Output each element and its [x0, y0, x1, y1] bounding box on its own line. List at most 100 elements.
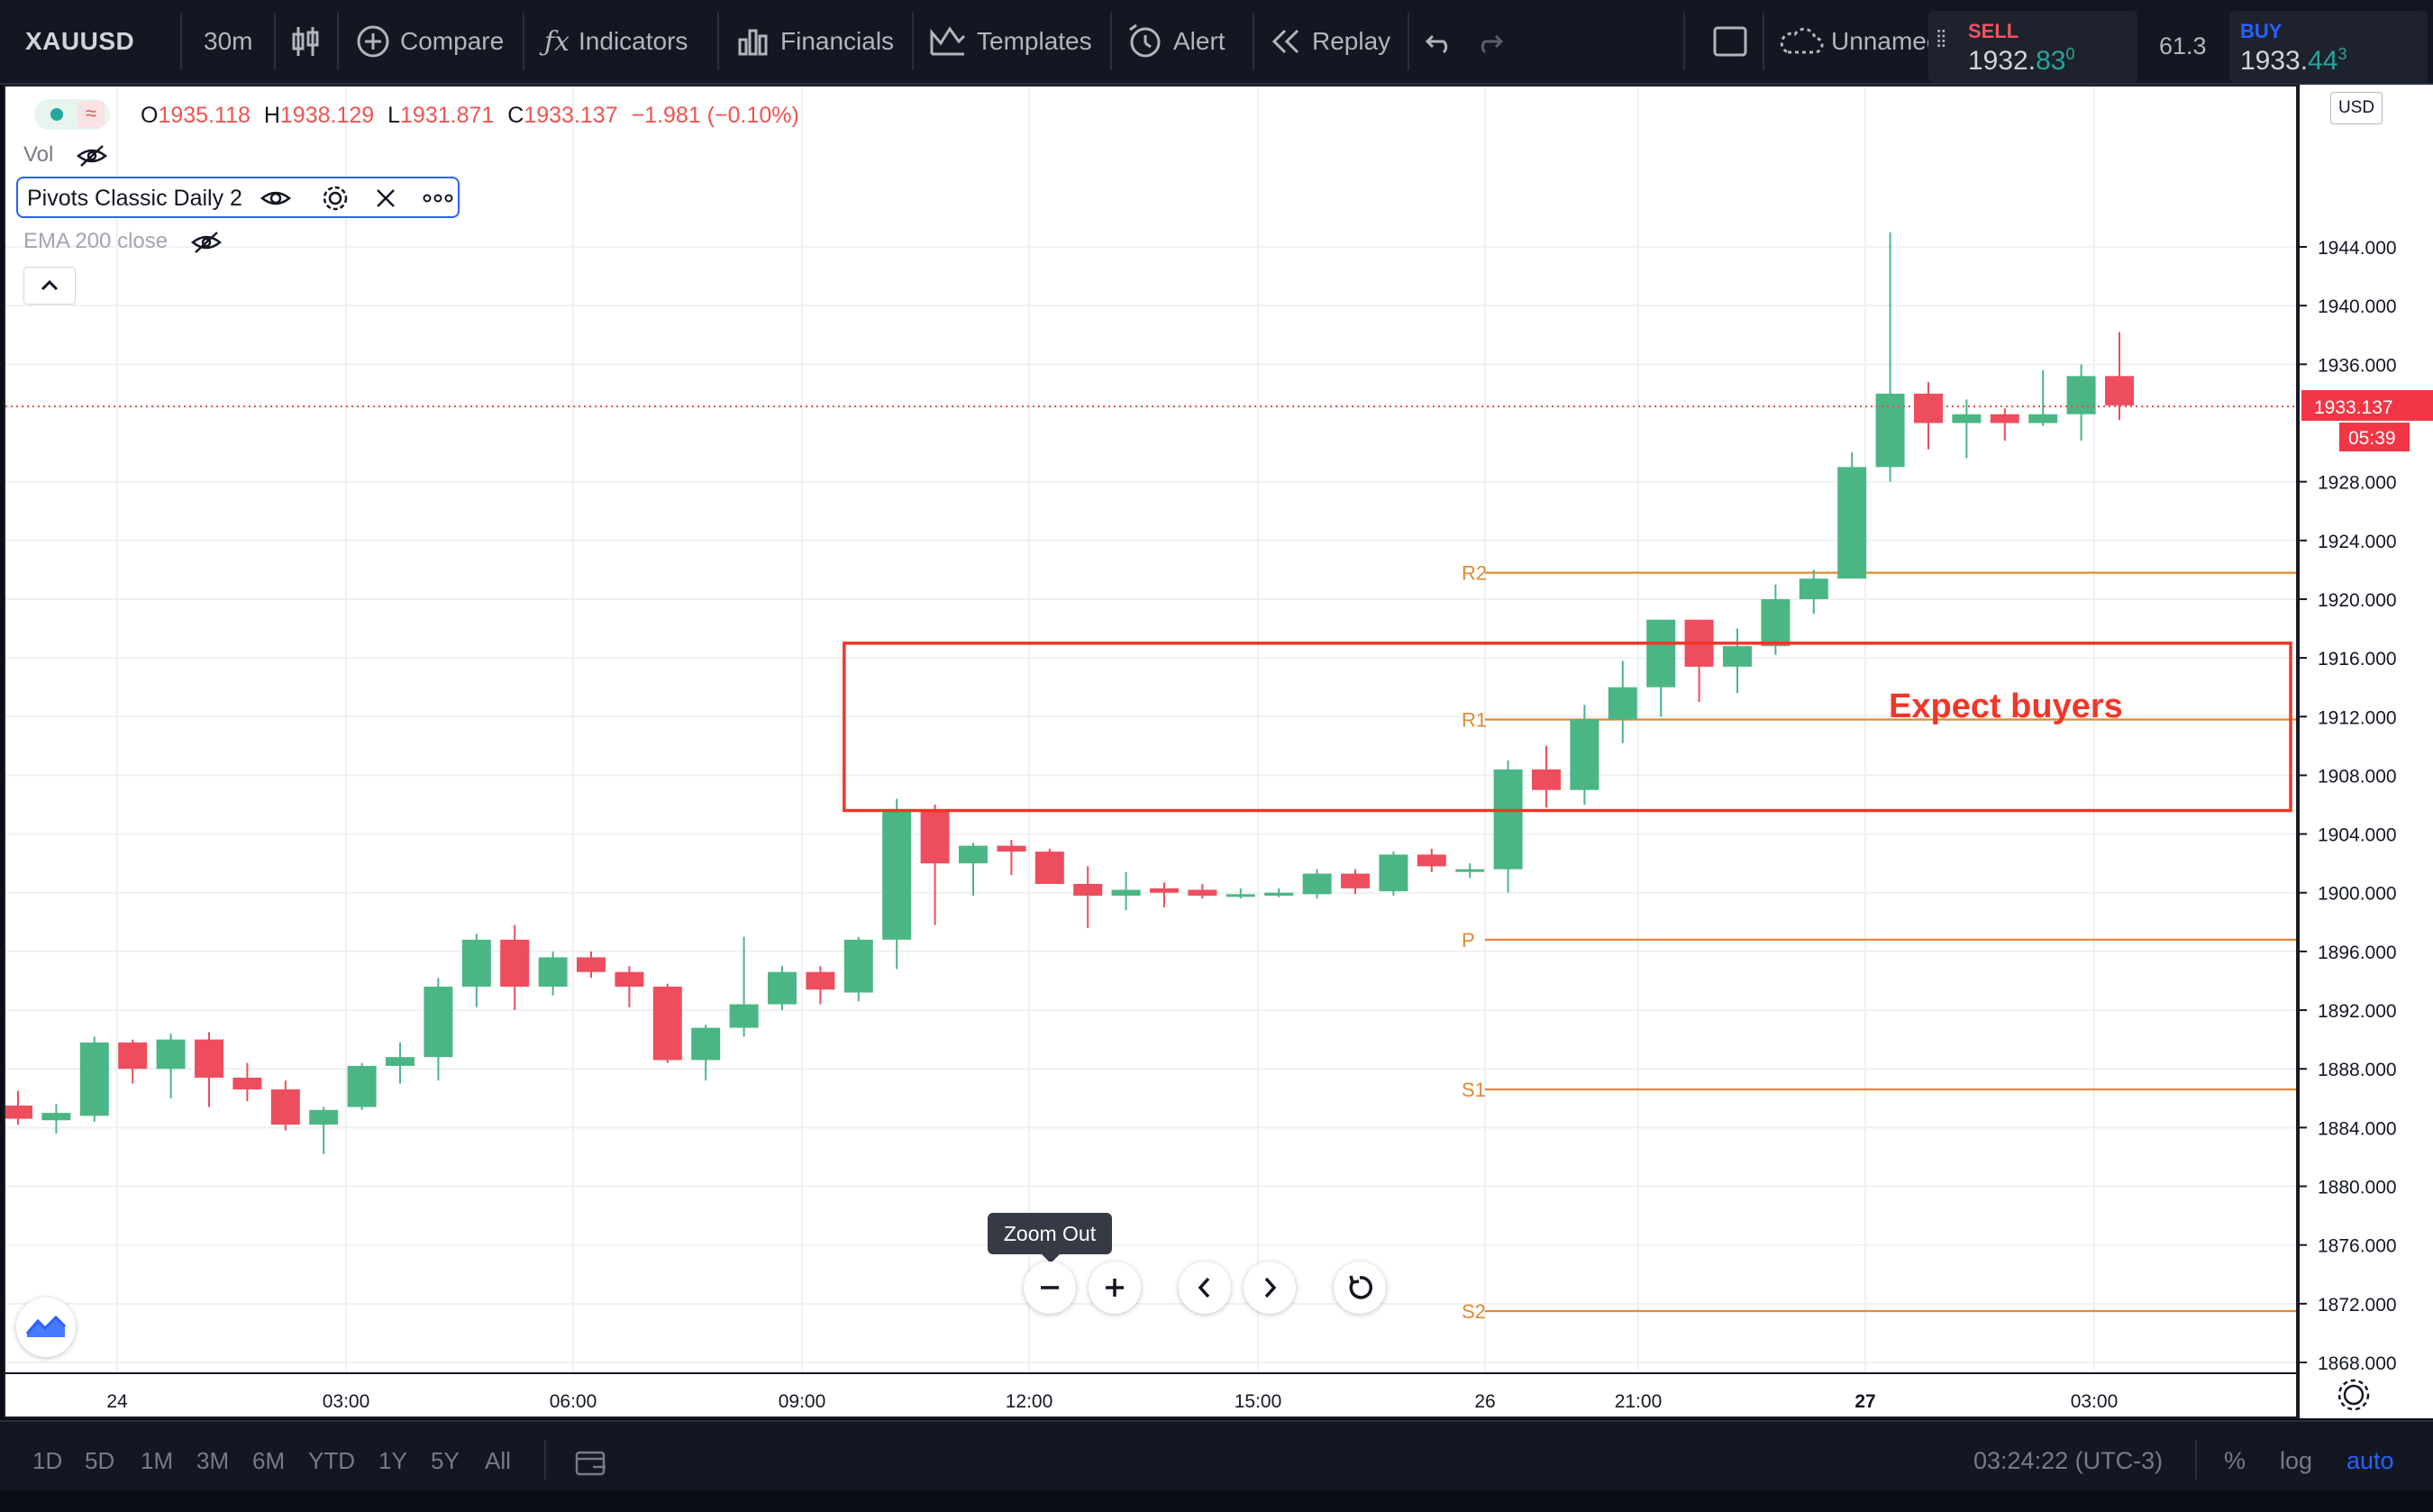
- undo-button[interactable]: [1424, 0, 1456, 83]
- tradingview-logo-button[interactable]: [16, 1298, 76, 1357]
- divider: [274, 13, 276, 70]
- ema-legend[interactable]: EMA 200 close: [23, 229, 223, 255]
- annotation-rectangle: [843, 642, 2292, 813]
- candle-down: [577, 957, 606, 972]
- divider: [2195, 1440, 2197, 1480]
- candle-up: [2066, 376, 2096, 414]
- price-chart[interactable]: R2 R1 P S1 S2 Expect buyers 24 03:00 06:00 09:00 1…: [5, 87, 2296, 1416]
- candle-down: [652, 986, 682, 1061]
- candle-up: [79, 1042, 109, 1116]
- gear-icon[interactable]: [321, 184, 350, 213]
- candle-down: [806, 971, 835, 990]
- clock-timezone[interactable]: 03:24:22 (UTC-3): [1973, 1447, 2164, 1474]
- price-tick-label: 1904.000: [2318, 825, 2397, 846]
- reset-chart-button[interactable]: [1334, 1262, 1386, 1314]
- go-to-date-icon[interactable]: [573, 1445, 609, 1481]
- price-axis[interactable]: 1944.000 1940.000 1936.000 1928.000 1924.000…: [2298, 85, 2433, 1418]
- candle-up: [1226, 894, 1255, 897]
- close-icon[interactable]: [373, 186, 398, 211]
- price-tick-label: 1936.000: [2318, 355, 2397, 376]
- sell-button[interactable]: ⁞⁞ SELL 1932.830: [1928, 11, 2137, 83]
- zoom-in-button[interactable]: [1089, 1262, 1141, 1314]
- alert-label: Alert: [1173, 27, 1226, 55]
- eye-icon[interactable]: [260, 186, 292, 211]
- range-3m[interactable]: 3M: [196, 1447, 230, 1474]
- candle-down: [1417, 854, 1446, 867]
- vol-legend[interactable]: Vol: [23, 142, 108, 169]
- redo-button[interactable]: [1472, 0, 1505, 83]
- candle-down: [118, 1042, 148, 1070]
- more-icon[interactable]: [422, 186, 454, 211]
- range-1m[interactable]: 1M: [141, 1447, 174, 1474]
- indicators-button[interactable]: ƒx Indicators: [544, 0, 688, 83]
- divider: [523, 13, 524, 70]
- buy-button[interactable]: BUY 1933.443: [2229, 11, 2428, 83]
- chart-type-button[interactable]: [290, 0, 321, 83]
- range-5y[interactable]: 5Y: [431, 1447, 460, 1474]
- candle-up: [424, 986, 453, 1058]
- time-axis-label: 26: [1474, 1391, 1495, 1412]
- candle-up: [1302, 873, 1332, 895]
- financials-button[interactable]: Financials: [735, 0, 894, 83]
- indicators-label: Indicators: [579, 27, 688, 55]
- replay-label: Replay: [1312, 27, 1391, 55]
- time-axis-label: 15:00: [1235, 1391, 1282, 1412]
- candle-up: [1111, 889, 1141, 896]
- divider: [544, 1440, 546, 1480]
- price-tick-label: 1924.000: [2318, 532, 2397, 552]
- cloud-icon: [1780, 27, 1824, 54]
- time-axis-label: 03:00: [2071, 1391, 2119, 1412]
- pivot-label-p: P: [1462, 929, 1475, 952]
- candle-up: [1723, 646, 1752, 667]
- pivots-legend[interactable]: Pivots Classic Daily 2: [16, 177, 460, 218]
- range-ytd[interactable]: YTD: [308, 1447, 355, 1474]
- range-1y[interactable]: 1Y: [378, 1447, 407, 1474]
- replay-button[interactable]: Replay: [1271, 0, 1390, 83]
- cloud-layout-name[interactable]: Unnamec: [1777, 0, 1939, 83]
- log-toggle[interactable]: log: [2280, 1447, 2313, 1474]
- divider: [337, 13, 339, 70]
- compare-label: Compare: [400, 27, 505, 55]
- drag-handle-icon[interactable]: ⁞⁞: [1936, 25, 1947, 52]
- last-price-value: 1933.137: [2314, 397, 2393, 418]
- range-5d[interactable]: 5D: [85, 1447, 115, 1474]
- price-tick-label: 1872.000: [2318, 1295, 2397, 1316]
- symbol-label: XAUUSD: [25, 27, 135, 55]
- candle-up: [538, 957, 568, 987]
- ohlc-legend: O1935.118 H1938.129 L1931.871 C1933.137 …: [141, 103, 799, 128]
- templates-icon: [930, 26, 966, 56]
- eye-hidden-icon[interactable]: [76, 143, 108, 169]
- range-6m[interactable]: 6M: [252, 1447, 286, 1474]
- range-all[interactable]: All: [485, 1447, 511, 1474]
- market-status-pill[interactable]: ≈: [34, 99, 110, 130]
- price-tick-label: 1928.000: [2318, 473, 2397, 494]
- currency-badge[interactable]: USD: [2330, 92, 2383, 124]
- percent-toggle[interactable]: %: [2224, 1447, 2246, 1474]
- eye-hidden-icon[interactable]: [190, 230, 223, 255]
- auto-toggle[interactable]: auto: [2346, 1447, 2394, 1474]
- zoom-out-button[interactable]: [1024, 1262, 1076, 1314]
- alert-button[interactable]: Alert: [1126, 0, 1226, 83]
- wave-icon: ≈: [77, 101, 105, 128]
- price-tick-label: 1908.000: [2318, 766, 2397, 787]
- countdown-tag: [2339, 422, 2410, 451]
- layout-button[interactable]: [1712, 0, 1748, 83]
- collapse-legend-button[interactable]: [23, 267, 76, 305]
- layout-name-label: Unnamec: [1831, 27, 1939, 55]
- chevron-right-icon: [1264, 1277, 1277, 1298]
- chart-pane[interactable]: R2 R1 P S1 S2 Expect buyers 24 03:00 06:00 09:00 1…: [4, 85, 2298, 1418]
- price-tick-label: 1892.000: [2318, 1001, 2397, 1022]
- templates-button[interactable]: Templates: [928, 0, 1092, 83]
- interval-button[interactable]: 30m: [204, 0, 252, 83]
- chevron-left-icon: [1198, 1277, 1210, 1298]
- candle-down: [1914, 393, 1943, 424]
- compare-button[interactable]: Compare: [355, 0, 504, 83]
- symbol-search[interactable]: XAUUSD: [25, 0, 134, 83]
- candle-up: [1646, 619, 1676, 688]
- candle-up: [1455, 869, 1485, 872]
- candles-icon: [292, 27, 319, 56]
- scroll-right-button[interactable]: [1244, 1262, 1296, 1314]
- range-1d[interactable]: 1D: [32, 1447, 63, 1474]
- time-axis-label: 27: [1854, 1391, 1875, 1412]
- scroll-left-button[interactable]: [1179, 1262, 1231, 1314]
